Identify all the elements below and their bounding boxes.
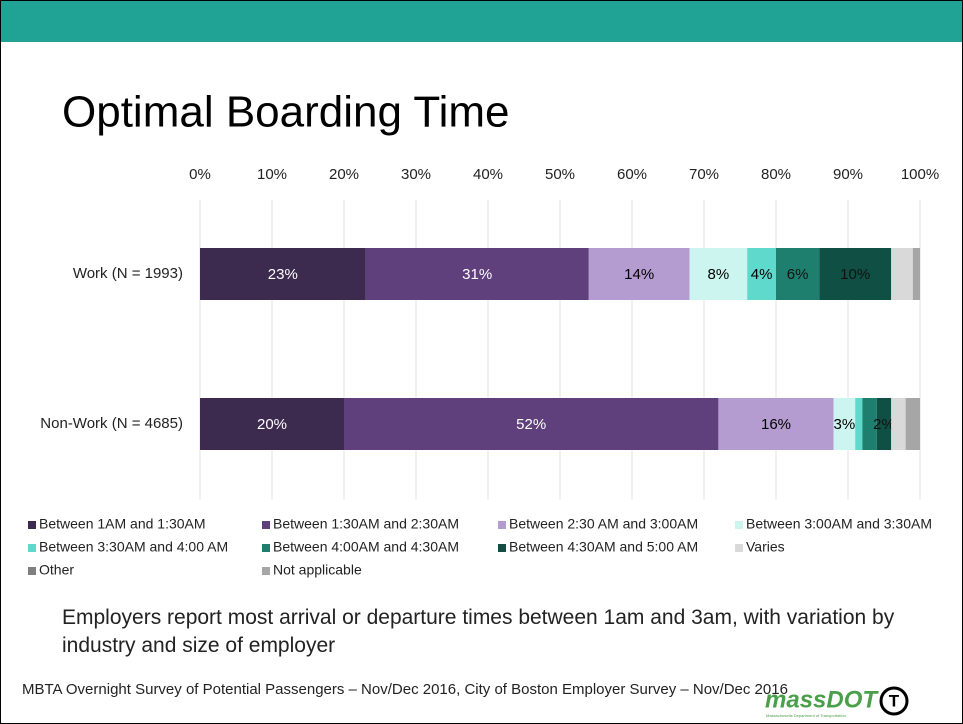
legend-swatch — [262, 567, 270, 575]
legend-swatch — [28, 544, 36, 552]
data-label: 16% — [761, 416, 791, 433]
bar-segment — [891, 248, 913, 300]
legend-swatch — [262, 544, 270, 552]
legend-label: Between 1AM and 1:30AM — [39, 516, 206, 532]
legend-label: Between 4:30AM and 5:00 AM — [509, 539, 698, 555]
legend-label: Between 1:30AM and 2:30AM — [273, 516, 459, 532]
data-label: 52% — [516, 416, 546, 433]
x-tick-label: 10% — [257, 166, 287, 183]
data-label: 3% — [834, 416, 856, 433]
bar-segment — [365, 248, 589, 300]
x-tick-label: 70% — [689, 166, 719, 183]
slide-title: Optimal Boarding Time — [62, 88, 510, 137]
bar-segment — [912, 248, 920, 300]
bar-segment — [718, 398, 834, 450]
bar-segment — [905, 398, 920, 450]
data-label: 31% — [462, 266, 492, 283]
bar-segment — [891, 398, 906, 450]
bar-segment — [344, 398, 719, 450]
logo-sub: Massachusetts Department of Transportati… — [766, 713, 846, 718]
bar-segment — [855, 398, 863, 450]
x-tick-label: 90% — [833, 166, 863, 183]
logo: massDOT — [765, 686, 879, 713]
legend-label: Other — [39, 562, 74, 578]
x-tick-label: 0% — [189, 166, 211, 183]
bar-segment — [747, 248, 776, 300]
x-tick-label: 60% — [617, 166, 647, 183]
data-label: 2% — [873, 416, 895, 433]
legend-swatch — [498, 521, 506, 529]
legend-swatch — [498, 544, 506, 552]
x-tick-label: 40% — [473, 166, 503, 183]
legend-swatch — [28, 521, 36, 529]
x-tick-label: 20% — [329, 166, 359, 183]
data-label: 20% — [257, 416, 287, 433]
bar-segment — [689, 248, 748, 300]
legend-swatch — [28, 567, 36, 575]
data-label: 8% — [708, 266, 730, 283]
plot: 0% 10% 20% 30% 40% 50% 60% 70% 80% 90% 100% Work (N… — [28, 166, 939, 578]
x-tick-label: 50% — [545, 166, 575, 183]
legend-label: Varies — [746, 539, 785, 555]
legend-label: Between 3:00AM and 3:30AM — [746, 516, 932, 532]
t-logo — [879, 686, 909, 716]
legend-label: Between 3:30AM and 4:00 AM — [39, 539, 228, 555]
bar-segment — [200, 398, 344, 450]
legend-label: Between 4:00AM and 4:30AM — [273, 539, 459, 555]
source: MBTA Overnight Survey of Potential Passe… — [22, 681, 788, 698]
x-tick-label: 30% — [401, 166, 431, 183]
x-tick-label: 80% — [761, 166, 791, 183]
caption: Employers report most arrival or departu… — [62, 606, 895, 657]
legend-swatch — [262, 521, 270, 529]
top-band — [1, 1, 962, 42]
legend-label: Not applicable — [273, 562, 362, 578]
bar-segment — [588, 248, 690, 300]
legend-swatch — [735, 521, 743, 529]
data-label: 10% — [840, 266, 870, 283]
x-tick-label: 100% — [901, 166, 939, 183]
data-label: 23% — [268, 266, 298, 283]
bar-segment — [200, 248, 366, 300]
legend-label: Between 2:30 AM and 3:00AM — [509, 516, 698, 532]
data-label: 6% — [787, 266, 809, 283]
y-tick-label: Work (N = 1993) — [73, 265, 183, 282]
bar-segment — [819, 248, 892, 300]
y-tick-label: Non-Work (N = 4685) — [40, 415, 183, 432]
bar-segment — [776, 248, 820, 300]
bar-segment — [876, 398, 892, 450]
bar-segment — [862, 398, 877, 450]
legend-swatch — [735, 544, 743, 552]
bar-segment — [833, 398, 856, 450]
data-label: 14% — [624, 266, 654, 283]
t-logo-letter: T — [889, 691, 900, 710]
data-label: 4% — [751, 266, 773, 283]
